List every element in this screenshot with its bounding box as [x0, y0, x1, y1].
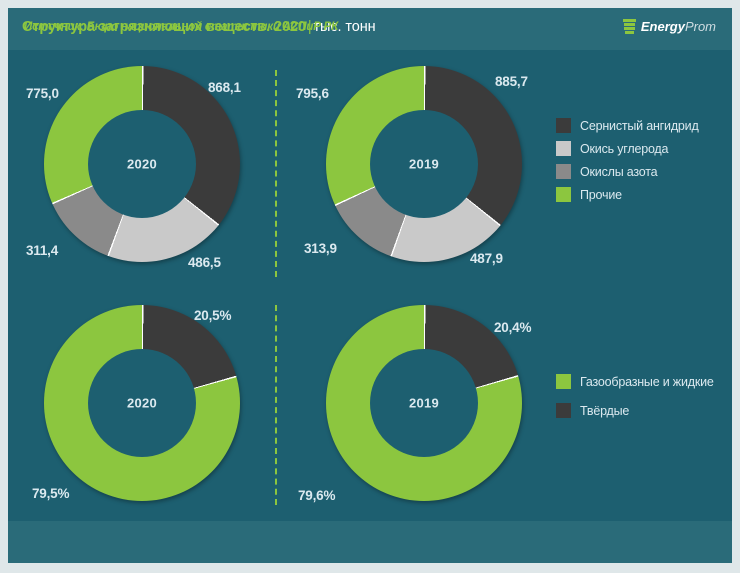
vertical-divider-bottom [275, 305, 277, 505]
donut-ring [326, 66, 522, 262]
legend-item-label: Сернистый ангидрид [580, 118, 699, 133]
value-label-other-2019: 795,6 [296, 86, 329, 101]
donut-hole [88, 110, 196, 218]
chart-canvas: Структура загрязняющих веществ. 2020 | тыс… [8, 8, 732, 563]
legend-states: Газообразные и жидкие Твёрдые [556, 374, 714, 426]
value-label-so2-2020: 868,1 [208, 80, 241, 95]
footer-band [8, 521, 732, 563]
donut-ring [44, 66, 240, 262]
legend-pollutants: Сернистый ангидрид Окись углерода Окислы… [556, 118, 699, 210]
legend-item-label: Прочие [580, 187, 622, 202]
legend-item[interactable]: Окись углерода [556, 141, 699, 156]
value-label-gasliq-2020: 79,5% [32, 486, 70, 501]
source-note: Источник: Бюро национальной статистики А… [24, 21, 339, 33]
value-label-solid-2019: 20,4% [494, 320, 532, 335]
logo-text-bold: Energy [640, 19, 685, 34]
vertical-divider-top [275, 70, 277, 277]
legend-swatch-icon [556, 187, 571, 202]
value-label-nox-2019: 313,9 [304, 241, 337, 256]
donut-center-label: 2019 [408, 156, 440, 172]
value-label-co-2020: 486,5 [188, 255, 221, 270]
legend-item-label: Окислы азота [580, 164, 658, 179]
legend-swatch-icon [556, 141, 571, 156]
logo-text-light: Prom [684, 19, 716, 34]
legend-swatch-icon [556, 403, 571, 418]
donut-chart-states-2020[interactable]: 2020 [44, 305, 240, 501]
legend-item[interactable]: Окислы азота [556, 164, 699, 179]
donut-ring [326, 305, 522, 501]
donut-ring [44, 305, 240, 501]
page-title: Структура загрязняющих веществ. 2020 | тыс… [22, 19, 376, 35]
page-title-separator: | [307, 19, 312, 35]
donut-chart-pollutants-2020[interactable]: 2020 [44, 66, 240, 262]
energyprom-mark-icon [622, 19, 636, 34]
donut-hole [370, 110, 478, 218]
page-title-main: Структура загрязняющих веществ. 2020 [22, 19, 306, 35]
donut-center-label: 2020 [126, 156, 158, 172]
legend-swatch-icon [556, 164, 571, 179]
value-label-nox-2020: 311,4 [26, 243, 59, 258]
value-label-co-2019: 487,9 [470, 251, 503, 266]
donut-hole [370, 349, 478, 457]
value-label-gasliq-2019: 79,6% [298, 488, 336, 503]
page-title-unit: тыс. тонн [313, 19, 376, 35]
energyprom-logo-text: EnergyProm [641, 19, 716, 34]
donut-chart-pollutants-2019[interactable]: 2019 [326, 66, 522, 262]
donut-center-label: 2020 [126, 395, 158, 411]
legend-item-label: Окись углерода [580, 141, 669, 156]
legend-item[interactable]: Газообразные и жидкие [556, 374, 714, 389]
legend-item[interactable]: Твёрдые [556, 403, 714, 418]
value-label-so2-2019: 885,7 [495, 74, 528, 89]
value-label-solid-2020: 20,5% [194, 308, 232, 323]
legend-item-label: Твёрдые [580, 403, 630, 418]
legend-item[interactable]: Прочие [556, 187, 699, 202]
value-label-other-2020: 775,0 [26, 86, 59, 101]
header-band [8, 8, 732, 50]
donut-hole [88, 349, 196, 457]
legend-swatch-icon [556, 118, 571, 133]
donut-chart-states-2019[interactable]: 2019 [326, 305, 522, 501]
legend-item[interactable]: Сернистый ангидрид [556, 118, 699, 133]
energyprom-logo[interactable]: EnergyProm [622, 19, 716, 34]
legend-swatch-icon [556, 374, 571, 389]
legend-item-label: Газообразные и жидкие [580, 374, 714, 389]
donut-center-label: 2019 [408, 395, 440, 411]
